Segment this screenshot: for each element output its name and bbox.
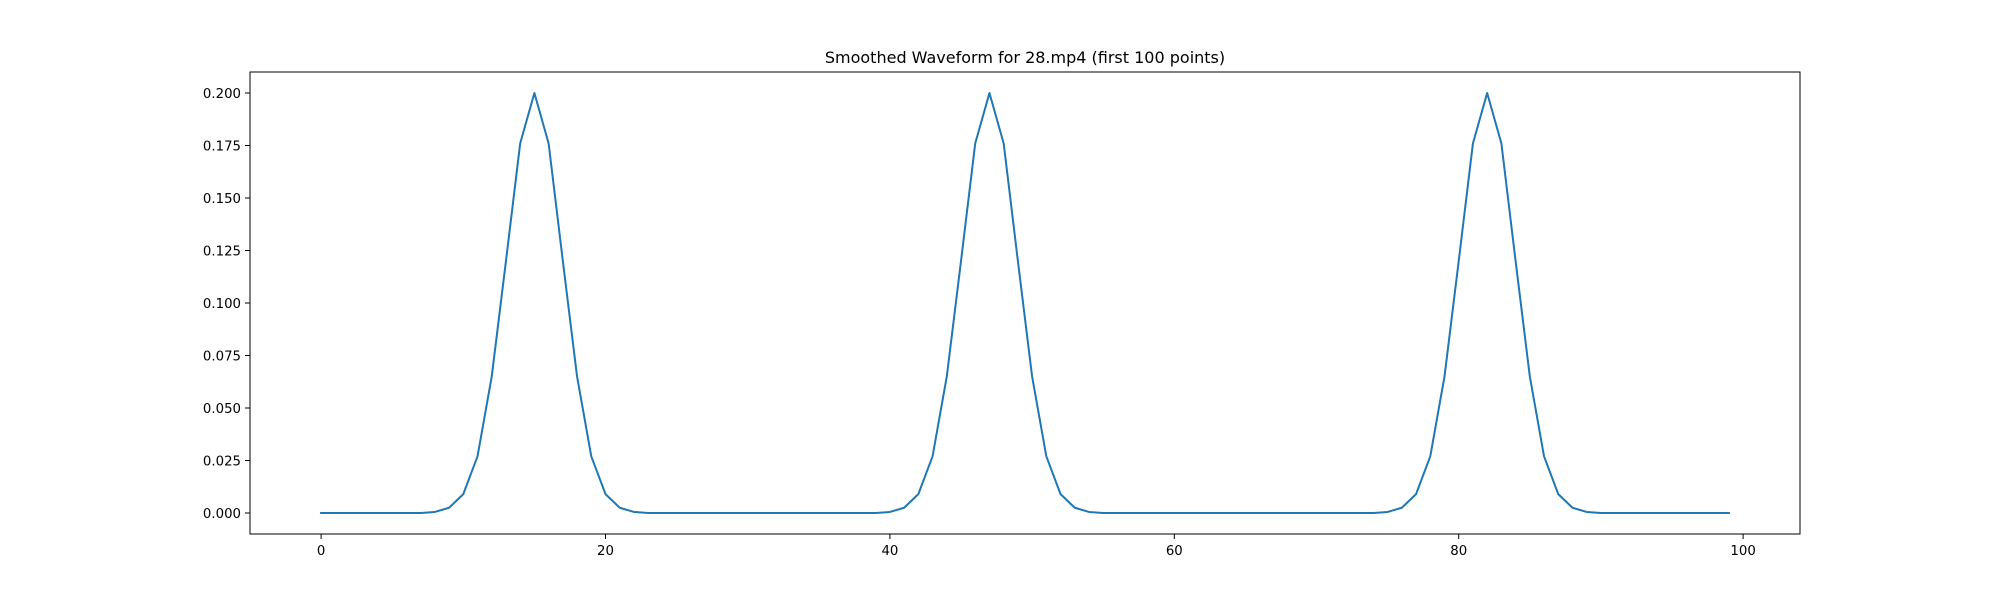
y-tick-label: 0.200 [203, 87, 241, 102]
waveform-line [320, 92, 1730, 514]
x-tick-label: 20 [597, 544, 614, 559]
x-axis: 0 20 40 60 80 100 [317, 534, 1756, 559]
y-tick-label: 0.100 [203, 297, 241, 312]
x-tick-label: 100 [1730, 544, 1755, 559]
y-tick-label: 0.075 [203, 350, 241, 365]
x-tick-label: 60 [1166, 544, 1183, 559]
y-axis: 0.000 0.025 0.050 0.075 0.100 0.125 0.150 0.175… [203, 87, 250, 522]
y-tick-label: 0.125 [203, 245, 241, 260]
plot-area [320, 92, 1730, 514]
y-tick-label: 0.000 [203, 507, 241, 522]
x-tick-label: 0 [317, 544, 325, 559]
y-tick-label: 0.050 [203, 402, 241, 417]
x-tick-label: 80 [1450, 544, 1467, 559]
y-tick-label: 0.025 [203, 455, 241, 470]
x-tick-label: 40 [881, 544, 898, 559]
y-tick-label: 0.175 [203, 140, 241, 155]
axes-frame [249, 71, 1801, 535]
chart-title: Smoothed Waveform for 28.mp4 (first 100 … [825, 48, 1225, 67]
y-tick-label: 0.150 [203, 192, 241, 207]
